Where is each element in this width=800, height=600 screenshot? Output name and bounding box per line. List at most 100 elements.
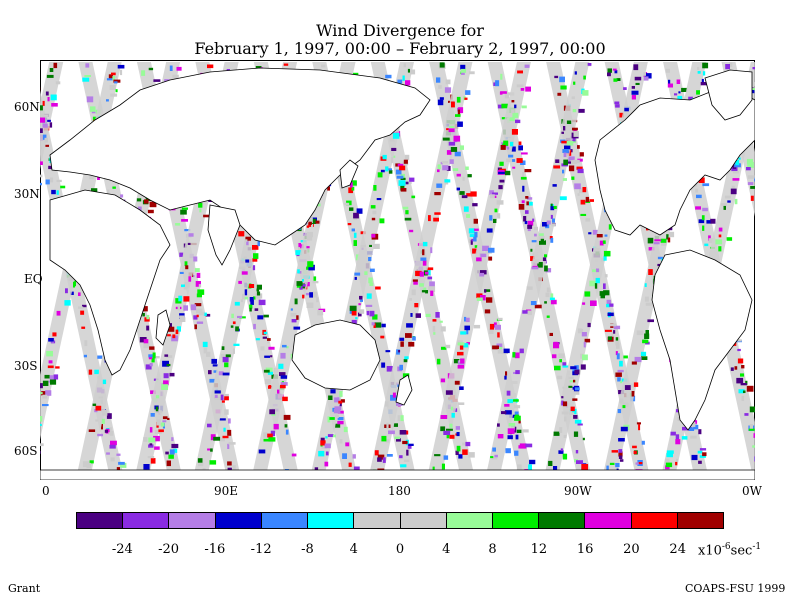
divergence-cell: [653, 242, 660, 245]
divergence-cell: [450, 406, 454, 411]
divergence-cell: [704, 243, 709, 247]
divergence-cell: [42, 100, 45, 106]
divergence-cell: [494, 454, 498, 458]
divergence-cell: [538, 235, 545, 241]
divergence-cell: [306, 225, 310, 228]
divergence-cell: [511, 100, 515, 103]
divergence-cell: [95, 419, 99, 422]
divergence-cell: [697, 66, 700, 70]
divergence-cell: [84, 75, 91, 77]
divergence-cell: [207, 423, 212, 428]
divergence-cell: [710, 218, 716, 224]
divergence-cell: [462, 449, 468, 455]
divergence-cell: [441, 463, 445, 470]
divergence-cell: [366, 293, 372, 299]
divergence-cell: [382, 154, 387, 160]
divergence-cell: [734, 198, 738, 205]
divergence-cell: [696, 194, 702, 199]
divergence-cell: [534, 304, 542, 309]
divergence-cell: [179, 317, 186, 322]
divergence-cell: [42, 394, 48, 399]
lat-label-60s: 60S: [14, 444, 38, 458]
divergence-cell: [172, 334, 176, 339]
divergence-cell: [50, 379, 57, 385]
divergence-cell: [388, 430, 395, 435]
divergence-cell: [511, 109, 515, 114]
divergence-cell: [436, 183, 443, 188]
divergence-cell: [181, 284, 185, 288]
divergence-cell: [514, 411, 519, 415]
divergence-cell: [214, 397, 221, 401]
divergence-cell: [381, 323, 386, 328]
divergence-cell: [490, 456, 494, 459]
divergence-cell: [48, 338, 54, 342]
divergence-cell: [224, 362, 229, 368]
divergence-cell: [645, 302, 652, 306]
divergence-cell: [443, 430, 451, 435]
divergence-cell: [146, 314, 150, 320]
divergence-cell: [618, 438, 625, 442]
divergence-cell: [263, 432, 268, 438]
divergence-cell: [382, 457, 386, 463]
divergence-cell: [48, 165, 53, 170]
divergence-cell: [225, 354, 231, 358]
divergence-cell: [316, 297, 319, 303]
divergence-cell: [38, 113, 45, 116]
divergence-cell: [437, 164, 441, 170]
divergence-cell: [492, 192, 498, 195]
divergence-cell: [522, 429, 529, 433]
divergence-cell: [386, 366, 393, 372]
divergence-cell: [207, 64, 214, 69]
divergence-cell: [525, 86, 531, 92]
divergence-cell: [521, 105, 527, 109]
divergence-cell: [324, 443, 331, 449]
divergence-cell: [527, 310, 532, 316]
divergence-cell: [454, 380, 460, 385]
divergence-cell: [314, 467, 319, 472]
divergence-cell: [158, 429, 164, 433]
divergence-cell: [529, 459, 536, 465]
divergence-cell: [195, 281, 201, 287]
divergence-cell: [558, 353, 565, 358]
divergence-cell: [198, 202, 203, 208]
divergence-cell: [141, 70, 146, 76]
divergence-cell: [632, 445, 637, 449]
divergence-cell: [566, 141, 574, 146]
divergence-cell: [396, 175, 404, 179]
divergence-cell: [280, 384, 286, 389]
divergence-cell: [184, 281, 190, 288]
divergence-cell: [435, 312, 440, 318]
divergence-cell: [381, 435, 387, 442]
divergence-cell: [392, 133, 400, 139]
divergence-cell: [222, 356, 229, 363]
divergence-cell: [286, 346, 289, 349]
divergence-cell: [425, 271, 429, 275]
divergence-cell: [701, 215, 705, 221]
divergence-cell: [222, 393, 229, 399]
divergence-cell: [594, 283, 598, 289]
divergence-cell: [539, 233, 544, 237]
divergence-cell: [631, 361, 637, 365]
divergence-cell: [580, 199, 586, 205]
divergence-cell: [620, 426, 628, 432]
divergence-cell: [194, 268, 200, 272]
divergence-cell: [665, 465, 670, 470]
divergence-cell: [344, 202, 350, 206]
divergence-cell: [406, 323, 413, 328]
divergence-cell: [725, 64, 730, 70]
divergence-cell: [294, 298, 298, 305]
divergence-cell: [563, 434, 567, 439]
divergence-cell: [415, 313, 421, 318]
divergence-cell: [559, 76, 565, 83]
divergence-cell: [603, 255, 607, 261]
legend-tick-label: 12: [530, 542, 548, 557]
divergence-cell: [508, 154, 514, 158]
divergence-cell: [616, 78, 621, 81]
divergence-cell: [393, 423, 398, 427]
divergence-cell: [110, 93, 118, 97]
divergence-cell: [750, 186, 757, 189]
divergence-cell: [306, 302, 314, 308]
divergence-cell: [305, 292, 311, 296]
divergence-cell: [36, 182, 42, 186]
divergence-cell: [256, 288, 260, 292]
